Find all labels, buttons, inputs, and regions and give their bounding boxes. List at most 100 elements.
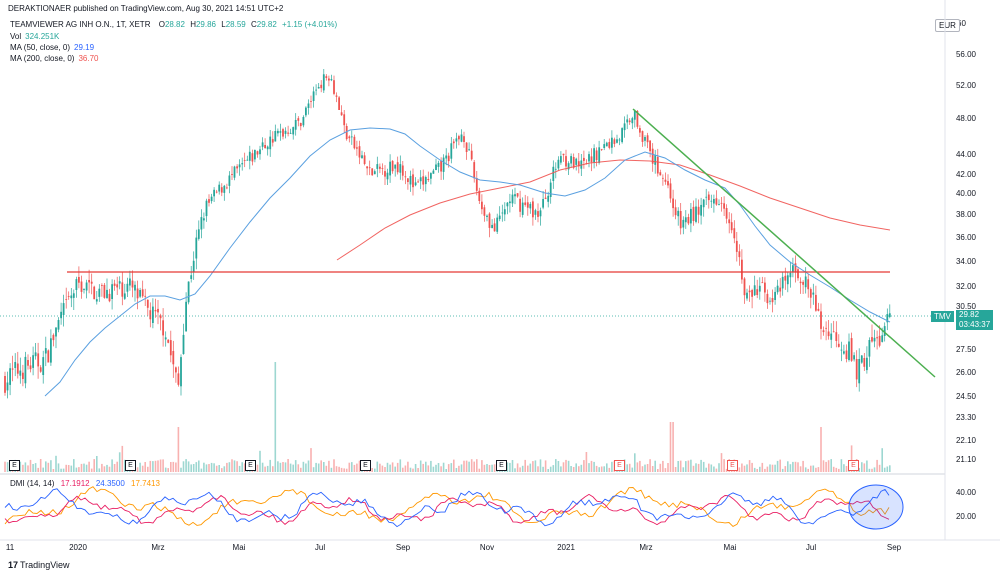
candle-body [412, 174, 414, 188]
candle-body [769, 300, 771, 302]
x-tick: 2020 [69, 543, 87, 552]
volume-bar [57, 463, 60, 472]
y-tick: 26.00 [955, 368, 976, 377]
volume-bar [657, 469, 659, 472]
candle-body [850, 338, 853, 361]
earnings-marker[interactable]: E [360, 460, 371, 471]
volume-bar [682, 467, 685, 472]
candle-body [424, 177, 427, 185]
candle-body [88, 280, 90, 283]
candle-body [55, 327, 57, 337]
candle-body [335, 95, 338, 97]
volume-bar [756, 469, 758, 472]
candle-body [72, 293, 75, 298]
volume-bar [575, 463, 577, 472]
candle-body [493, 223, 496, 232]
volume-bar [297, 464, 300, 472]
candle-body [172, 351, 175, 365]
volume-bar [473, 461, 475, 472]
tradingview-footer[interactable]: 17 TradingView [8, 560, 70, 570]
candle-body [29, 365, 32, 370]
volume-bar [200, 468, 203, 472]
volume-bar [664, 468, 667, 472]
candle-body [669, 183, 672, 199]
earnings-marker[interactable]: E [614, 460, 625, 471]
volume-bar [715, 468, 718, 472]
ohlc-c: 29.82 [256, 20, 277, 29]
candle-body [67, 296, 70, 297]
volume-bar [213, 463, 215, 472]
candle-body [407, 178, 409, 182]
candle-body [863, 358, 866, 367]
candle-body [340, 112, 343, 116]
volume-bar [764, 468, 766, 472]
volume-bar [720, 453, 723, 472]
dmi-legend[interactable]: DMI (14, 14) 17.1912 24.3500 17.7413 [10, 479, 164, 488]
candle-body [259, 149, 261, 155]
candle-body [404, 176, 407, 178]
earnings-marker[interactable]: E [496, 460, 507, 471]
candle-body [277, 130, 279, 134]
candle-body [557, 159, 560, 169]
ohlc-h: 29.86 [195, 20, 217, 29]
volume-bar [282, 462, 284, 472]
earnings-marker[interactable]: E [9, 460, 20, 471]
volume-bar [519, 467, 521, 472]
volume-bar [192, 464, 195, 472]
candle-body [631, 118, 634, 124]
candle-body [613, 139, 616, 144]
candle-body [330, 79, 333, 81]
volume-bar [203, 462, 205, 472]
volume-bar [6, 462, 9, 472]
earnings-marker[interactable]: E [727, 460, 738, 471]
volume-bar [52, 469, 55, 472]
ohlc-o: 28.82 [164, 20, 185, 29]
candle-body [129, 278, 131, 286]
earnings-marker[interactable]: E [125, 460, 136, 471]
candle-body [422, 176, 425, 185]
volume-bar [628, 463, 631, 472]
candle-body [560, 156, 562, 163]
earnings-marker[interactable]: E [245, 460, 256, 471]
volume-bar [407, 461, 409, 472]
candle-body [524, 202, 527, 205]
candle-body [264, 145, 266, 148]
volume-bar [37, 467, 39, 472]
legend-vol-value: 324.251K [25, 32, 60, 41]
volume-bar [210, 462, 213, 472]
candle-body [684, 217, 687, 223]
volume-bar [588, 463, 590, 472]
candle-body [75, 279, 78, 290]
legend-vol[interactable]: Vol 324.251K [10, 32, 59, 41]
candle-body [771, 298, 774, 303]
candle-body [710, 200, 713, 202]
candle-body [243, 160, 246, 161]
volume-bar [279, 462, 282, 472]
candle-body [804, 276, 807, 288]
y-tick: 40.00 [955, 189, 976, 198]
candle-body [379, 166, 381, 169]
currency-badge[interactable]: EUR [935, 19, 960, 32]
volume-bar [802, 460, 804, 472]
volume-bar [50, 460, 52, 472]
legend-ma200[interactable]: MA (200, close, 0) 36.70 [10, 54, 99, 63]
candle-body [345, 126, 348, 140]
volume-bar [560, 466, 562, 472]
volume-bar [106, 464, 108, 472]
volume-bar [269, 459, 271, 472]
candle-body [445, 155, 448, 159]
candle-body [187, 281, 190, 303]
candle-body [532, 201, 534, 218]
candle-body [646, 135, 649, 143]
candle-body [363, 155, 366, 164]
candle-body [756, 289, 759, 295]
volume-bar [700, 459, 702, 472]
candle-body [659, 172, 662, 176]
legend-ma50[interactable]: MA (50, close, 0) 29.19 [10, 43, 94, 52]
candle-body [177, 373, 180, 385]
candle-body [450, 143, 453, 159]
earnings-marker[interactable]: E [848, 460, 859, 471]
candle-body [501, 212, 504, 214]
candle-body [185, 301, 187, 332]
